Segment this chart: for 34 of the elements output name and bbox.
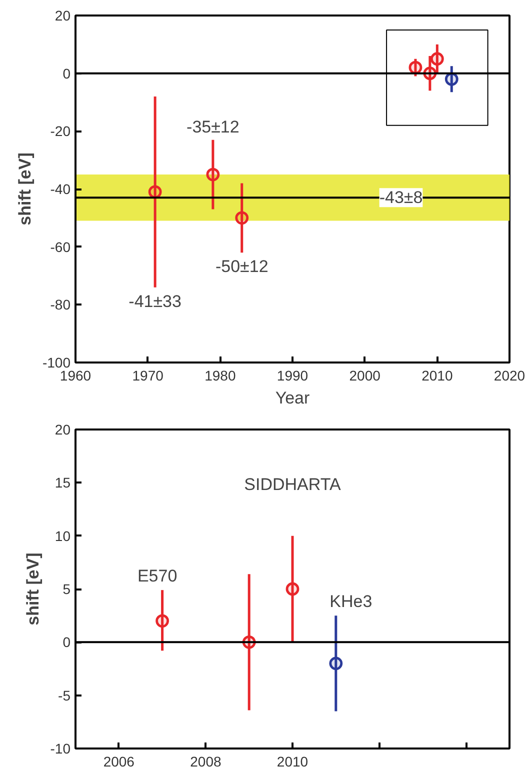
- x-tick-label: 2008: [190, 754, 222, 769]
- y-tick-label: 20: [54, 422, 71, 438]
- y-tick-label: -20: [50, 123, 71, 140]
- y-tick-label: -100: [42, 354, 71, 370]
- y-tick-label: -80: [50, 296, 71, 313]
- annotation: -50±12: [215, 257, 268, 276]
- x-tick-label: 1970: [132, 368, 164, 384]
- x-tick-label: 1960: [60, 368, 92, 384]
- x-tick-label: 2020: [494, 368, 526, 384]
- ref-line-label: -43±8: [379, 188, 423, 208]
- annotation: E570: [137, 566, 178, 586]
- x-axis-title: Year: [275, 388, 310, 408]
- y-tick-label: 5: [62, 581, 71, 597]
- x-tick-label: 2006: [103, 754, 135, 769]
- x-tick-label: 2000: [349, 368, 381, 384]
- x-tick-label: 2010: [276, 754, 308, 769]
- y-tick-label: -10: [50, 740, 71, 756]
- y-axis-title: shift [eV]: [15, 152, 34, 226]
- y-tick-label: -60: [50, 238, 71, 255]
- y-tick-label: 20: [54, 8, 71, 24]
- y-tick-label: 0: [62, 65, 71, 82]
- y-tick-label: 0: [62, 634, 71, 650]
- y-tick-label: -40: [50, 181, 71, 197]
- x-tick-label: 2010: [422, 368, 453, 384]
- y-tick-label: 15: [54, 474, 71, 491]
- y-tick-label: -5: [58, 687, 71, 704]
- annotation: -41±33: [128, 292, 182, 311]
- x-tick-label: 1990: [276, 368, 308, 384]
- annotation: KHe3: [330, 592, 372, 612]
- y-axis-title: shift [eV]: [23, 552, 42, 626]
- annotation: -35±12: [186, 117, 240, 136]
- y-tick-label: 10: [54, 528, 71, 544]
- annotation: SIDDHARTA: [244, 475, 342, 494]
- x-tick-label: 1980: [204, 368, 236, 384]
